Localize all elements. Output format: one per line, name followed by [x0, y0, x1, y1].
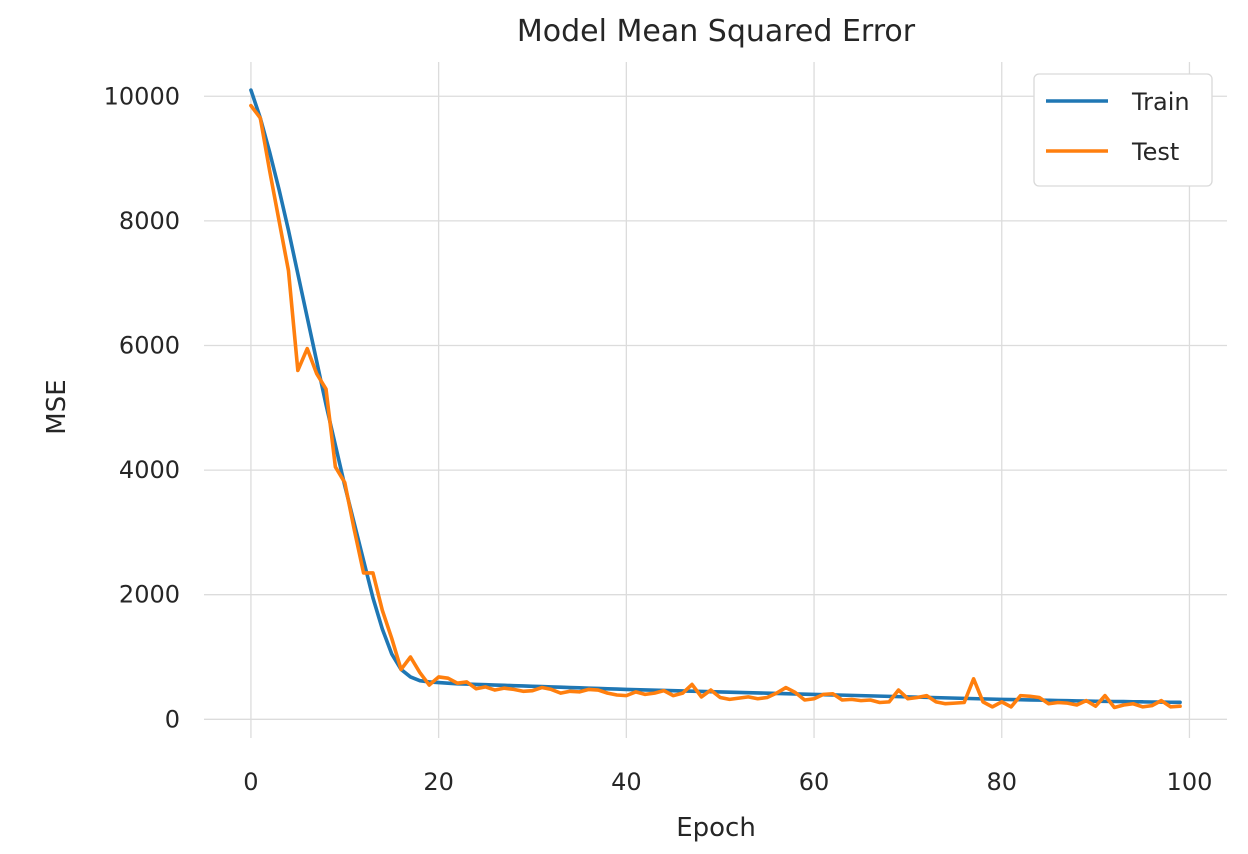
- x-tick-labels: 0 20 40 60 80 100: [243, 768, 1212, 796]
- x-tick-label: 20: [423, 768, 454, 796]
- y-tick-label: 8000: [119, 207, 180, 235]
- x-axis-label: Epoch: [676, 813, 756, 843]
- y-axis-label: MSE: [42, 379, 72, 434]
- x-tick-label: 60: [799, 768, 830, 796]
- y-tick-label: 10000: [104, 82, 180, 110]
- x-tick-label: 100: [1167, 768, 1213, 796]
- y-tick-labels: 0 2000 4000 6000 8000 10000: [104, 82, 180, 733]
- x-grid-lines: [250, 62, 1191, 738]
- y-tick-label: 6000: [119, 331, 180, 359]
- x-tick-label: 0: [243, 768, 258, 796]
- x-tick-label: 80: [986, 768, 1017, 796]
- legend: Train Test: [1033, 73, 1213, 187]
- y-tick-label: 4000: [119, 456, 180, 484]
- series-line-test: [249, 103, 1182, 710]
- x-tick-label: 40: [611, 768, 642, 796]
- series-layer: [249, 88, 1182, 710]
- y-tick-label: 0: [165, 705, 180, 733]
- chart-title: Model Mean Squared Error: [517, 14, 916, 49]
- legend-label-train: Train: [1131, 88, 1190, 116]
- legend-label-test: Test: [1131, 138, 1179, 166]
- y-tick-label: 2000: [119, 581, 180, 609]
